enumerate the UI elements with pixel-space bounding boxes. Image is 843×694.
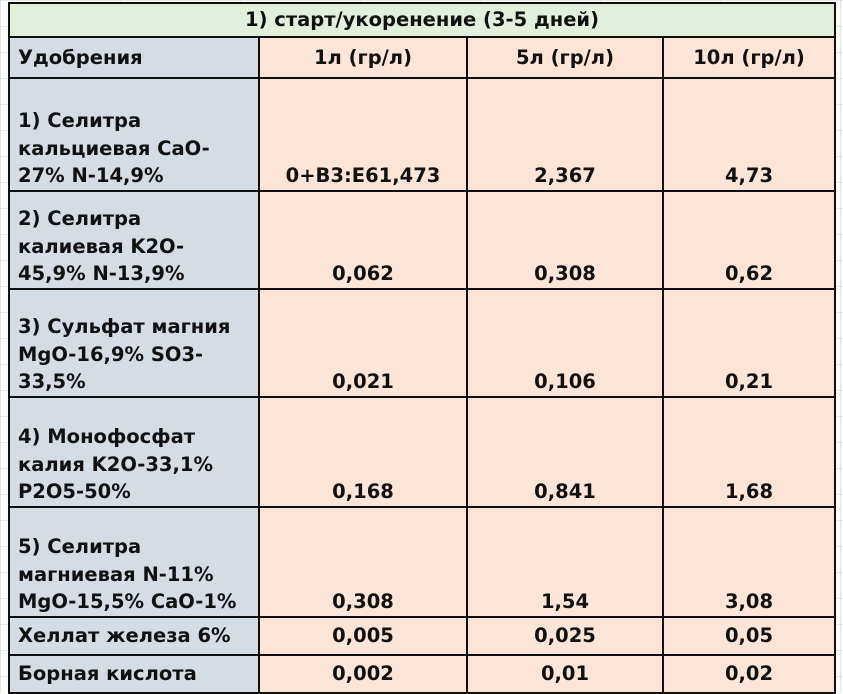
column-header-1l[interactable]: 1л (гр/л) <box>258 36 468 79</box>
dose-1l-cell[interactable]: 0,021 <box>258 288 468 398</box>
dose-10l-cell[interactable]: 0,62 <box>662 190 836 290</box>
table-row: 1) Селитра кальциевая CaO-27% N-14,9% 0+… <box>8 77 836 192</box>
fertilizer-name-text: 1) Селитра кальциевая CaO-27% N-14,9% <box>18 108 210 188</box>
table-header-row: Удобрения 1л (гр/л) 5л (гр/л) 10л (гр/л) <box>8 36 836 79</box>
dose-10l-cell[interactable]: 1,68 <box>662 396 836 508</box>
dose-5l-cell[interactable]: 0,308 <box>466 190 664 290</box>
fertilizer-name-cell[interactable]: 2) Селитра калиевая K2O-45,9% N-13,9% <box>8 190 260 290</box>
fertilizer-name-cell[interactable]: Хеллат железа 6% <box>8 616 260 656</box>
dose-10l-cell[interactable]: 0,05 <box>662 616 836 656</box>
fertilizer-name-text: 3) Сульфат магния MgO-16,9% SO3-33,5% <box>18 314 231 394</box>
dose-5l-cell[interactable]: 0,025 <box>466 616 664 656</box>
column-header-10l[interactable]: 10л (гр/л) <box>662 36 836 79</box>
dose-1l-cell[interactable]: 0,308 <box>258 506 468 618</box>
dose-10l-cell[interactable]: 0,21 <box>662 288 836 398</box>
dose-1l-cell[interactable]: 0,002 <box>258 654 468 694</box>
fertilizer-name-text: 4) Монофосфат калия K2O-33,1% P2O5-50% <box>18 424 214 504</box>
fertilizer-name-text: Хеллат железа 6% <box>18 624 231 648</box>
table-title: 1) старт/укоренение (3-5 дней) <box>8 2 836 38</box>
table-row: 2) Селитра калиевая K2O-45,9% N-13,9% 0,… <box>8 190 836 290</box>
dose-10l-cell[interactable]: 0,02 <box>662 654 836 694</box>
dose-10l-cell[interactable]: 4,73 <box>662 77 836 192</box>
column-header-name[interactable]: Удобрения <box>8 36 260 79</box>
fertilizer-name-cell[interactable]: 3) Сульфат магния MgO-16,9% SO3-33,5% <box>8 288 260 398</box>
fertilizer-name-cell[interactable]: Борная кислота <box>8 654 260 694</box>
dose-1l-cell[interactable]: 0+B3:E61,473 <box>258 77 468 192</box>
table-row: Борная кислота 0,002 0,01 0,02 <box>8 654 836 694</box>
dose-1l-cell[interactable]: 0,005 <box>258 616 468 656</box>
table-title-row: 1) старт/укоренение (3-5 дней) <box>8 2 836 38</box>
dose-5l-cell[interactable]: 0,841 <box>466 396 664 508</box>
fertilizer-name-text: 5) Селитра магниевая N-11% MgO-15,5% CaO… <box>18 534 237 614</box>
fertilizer-name-cell[interactable]: 4) Монофосфат калия K2O-33,1% P2O5-50% <box>8 396 260 508</box>
fertilizer-name-cell[interactable]: 5) Селитра магниевая N-11% MgO-15,5% CaO… <box>8 506 260 618</box>
table-row: Хеллат железа 6% 0,005 0,025 0,05 <box>8 616 836 656</box>
fertilizer-name-cell[interactable]: 1) Селитра кальциевая CaO-27% N-14,9% <box>8 77 260 192</box>
dose-5l-cell[interactable]: 1,54 <box>466 506 664 618</box>
dose-5l-cell[interactable]: 2,367 <box>466 77 664 192</box>
table-row: 5) Селитра магниевая N-11% MgO-15,5% CaO… <box>8 506 836 618</box>
dose-5l-cell[interactable]: 0,01 <box>466 654 664 694</box>
dose-5l-cell[interactable]: 0,106 <box>466 288 664 398</box>
fertilizer-dosage-table: 1) старт/укоренение (3-5 дней) Удобрения… <box>8 2 836 694</box>
table-row: 4) Монофосфат калия K2O-33,1% P2O5-50% 0… <box>8 396 836 508</box>
dose-10l-cell[interactable]: 3,08 <box>662 506 836 618</box>
dose-1l-cell[interactable]: 0,062 <box>258 190 468 290</box>
fertilizer-name-text: 2) Селитра калиевая K2O-45,9% N-13,9% <box>18 206 185 286</box>
table-row: 3) Сульфат магния MgO-16,9% SO3-33,5% 0,… <box>8 288 836 398</box>
dose-1l-cell[interactable]: 0,168 <box>258 396 468 508</box>
column-header-5l[interactable]: 5л (гр/л) <box>466 36 664 79</box>
fertilizer-name-text: Борная кислота <box>18 662 197 686</box>
